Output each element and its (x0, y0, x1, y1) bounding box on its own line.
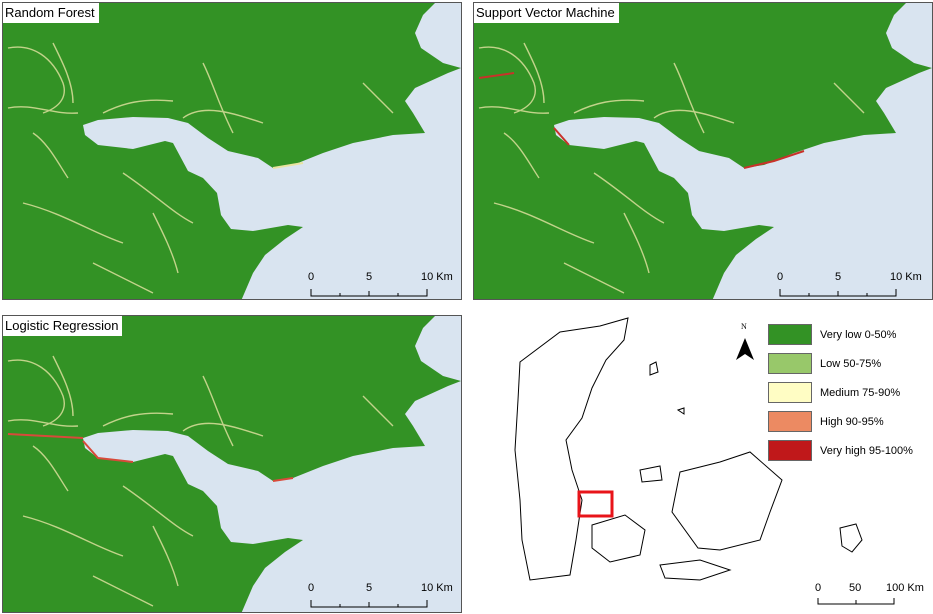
scale-label: 5 (835, 271, 842, 283)
scale-label: 100 Km (886, 582, 924, 594)
susceptibility-map (474, 3, 933, 300)
scale-label: 0 (815, 582, 822, 594)
zealand-outline (671, 451, 783, 551)
legend-item: Medium 75-90% (768, 378, 913, 407)
legend-item: Very high 95-100% (768, 436, 913, 465)
legend-label: Very low 0-50% (820, 328, 897, 341)
legend-item: Very low 0-50% (768, 320, 913, 349)
scale-label: 0 (777, 271, 784, 283)
funen-outline (591, 514, 646, 563)
scale-label: 50 (849, 582, 862, 594)
coast-hotspot (7, 433, 294, 482)
legend-swatch (768, 353, 812, 374)
islands-outline (639, 361, 685, 483)
legend-swatch (768, 440, 812, 461)
legend-item: Low 50-75% (768, 349, 913, 378)
north-label: N (741, 322, 747, 331)
panel-title: Random Forest (3, 3, 99, 23)
legend-label: Medium 75-90% (820, 386, 901, 399)
bornholm-outline (839, 523, 863, 553)
legend-swatch (768, 324, 812, 345)
legend: Very low 0-50% Low 50-75% Medium 75-90% … (768, 320, 913, 465)
scale-label: 0 (308, 271, 315, 283)
legend-label: High 90-95% (820, 415, 884, 428)
coast-hotspot (478, 72, 805, 169)
legend-swatch (768, 411, 812, 432)
map-panel-random-forest: Random Forest 0 5 10 Km (2, 2, 462, 300)
legend-swatch (768, 382, 812, 403)
scale-bar: 0 5 10 Km (3, 316, 461, 612)
susceptibility-map (3, 316, 462, 613)
scale-label: 10 Km (421, 271, 453, 283)
scale-label: 10 Km (421, 582, 453, 594)
panel-title: Logistic Regression (3, 316, 123, 336)
panel-title: Support Vector Machine (474, 3, 619, 23)
coast-hotspot (272, 162, 304, 169)
map-panel-logistic-regression: Logistic Regression 0 5 10 Km (2, 315, 462, 613)
scale-label: 0 (308, 582, 315, 594)
study-area-box (577, 490, 614, 518)
north-arrow-icon (736, 338, 754, 360)
susceptibility-map (3, 3, 462, 300)
scale-label: 10 Km (890, 271, 922, 283)
scale-bar: 0 5 10 Km (3, 3, 461, 299)
legend-label: Low 50-75% (820, 357, 882, 370)
overview-scale-bar (817, 598, 895, 605)
scale-label: 5 (366, 582, 373, 594)
lolland-outline (659, 559, 732, 581)
scale-label: 5 (366, 271, 373, 283)
jutland-outline (514, 317, 629, 581)
legend-label: Very high 95-100% (820, 444, 913, 457)
legend-item: High 90-95% (768, 407, 913, 436)
scale-bar: 0 5 10 Km (474, 3, 932, 299)
